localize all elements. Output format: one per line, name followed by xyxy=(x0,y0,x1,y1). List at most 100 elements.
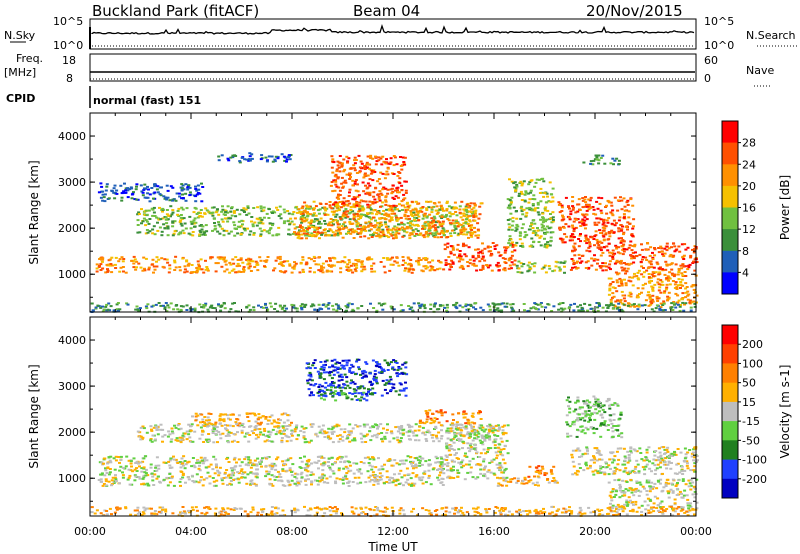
power-cell xyxy=(257,221,261,224)
power-cell xyxy=(366,203,370,206)
velocity-cell xyxy=(479,472,483,475)
power-cell xyxy=(375,309,379,312)
velocity-cell xyxy=(299,473,303,476)
power-cell xyxy=(684,287,688,290)
power-cell xyxy=(527,261,531,264)
velocity-cell xyxy=(440,457,444,460)
power-cell xyxy=(276,310,279,313)
power-cell xyxy=(516,225,520,228)
velocity-cell xyxy=(347,480,351,483)
power-cell xyxy=(464,303,468,306)
power-cell xyxy=(692,251,696,254)
power-cell xyxy=(659,245,663,248)
power-cell xyxy=(380,304,383,307)
power-cell xyxy=(646,294,650,297)
velocity-cell xyxy=(265,439,269,442)
velocity-cell xyxy=(499,464,503,467)
power-cell xyxy=(384,187,388,190)
velocity-cell xyxy=(264,475,268,478)
velocity-cell xyxy=(385,481,389,483)
power-cell xyxy=(271,212,274,214)
power-cell xyxy=(395,256,399,259)
power-cell xyxy=(419,259,423,261)
power-cell xyxy=(676,273,680,276)
velocity-cell xyxy=(217,431,221,433)
power-cell xyxy=(506,246,510,249)
velocity-cell xyxy=(246,473,250,476)
velocity-cell xyxy=(420,478,424,481)
power-cell xyxy=(680,272,684,275)
velocity-cell xyxy=(364,481,368,484)
power-cell xyxy=(344,216,348,219)
power-cell xyxy=(474,264,478,267)
power-cell xyxy=(655,304,659,307)
power-cell xyxy=(349,232,353,235)
power-cell xyxy=(481,266,485,269)
power-cell xyxy=(539,187,543,190)
power-cell xyxy=(424,232,428,235)
velocity-cell xyxy=(347,430,351,433)
power-cell xyxy=(424,221,428,224)
power-cell xyxy=(229,308,233,311)
power-cell xyxy=(312,200,316,203)
power-cell xyxy=(467,215,471,218)
power-cell xyxy=(623,300,627,303)
power-cell xyxy=(562,262,566,264)
velocity-cell xyxy=(197,467,201,470)
velocity-cell xyxy=(278,473,282,476)
power-cell xyxy=(411,229,415,232)
power-cell xyxy=(101,190,105,193)
power-cell xyxy=(355,264,359,267)
power-cell xyxy=(369,169,373,172)
velocity-cell xyxy=(461,440,465,443)
power-cell xyxy=(609,162,613,165)
velocity-cell xyxy=(365,433,369,436)
power-cell xyxy=(510,254,514,257)
power-cell xyxy=(690,285,694,288)
power-cell xyxy=(543,245,547,247)
power-cell xyxy=(515,217,519,220)
velocity-cell xyxy=(493,444,497,447)
velocity-cell xyxy=(439,471,442,474)
power-cell xyxy=(121,260,125,263)
power-cell xyxy=(326,303,330,306)
power-cell xyxy=(542,180,546,183)
velocity-cell xyxy=(152,426,156,429)
power-cell xyxy=(211,214,215,217)
power-cell xyxy=(353,169,357,172)
velocity-cell xyxy=(102,462,105,465)
velocity-cell xyxy=(386,459,390,462)
power-cell xyxy=(245,306,249,309)
velocity-cell xyxy=(516,477,520,480)
power-cell xyxy=(344,225,347,228)
velocity-cell xyxy=(457,471,461,474)
velocity-cell xyxy=(452,469,455,472)
power-cell xyxy=(398,182,402,185)
power-cell xyxy=(528,268,532,271)
power-cell xyxy=(124,271,128,274)
power-cell xyxy=(102,308,106,311)
power-cell xyxy=(587,198,591,201)
power-cell xyxy=(396,196,400,199)
velocity-cell xyxy=(442,467,445,470)
power-cell xyxy=(154,303,158,306)
power-cell xyxy=(430,208,434,211)
power-cell xyxy=(282,155,286,158)
power-cell xyxy=(586,238,590,241)
power-cell xyxy=(365,215,369,218)
velocity-cell xyxy=(445,445,449,448)
velocity-cell xyxy=(469,435,472,438)
power-cell xyxy=(393,206,397,209)
power-cell xyxy=(616,299,620,302)
power-cell xyxy=(208,212,212,215)
power-cell xyxy=(210,304,214,307)
power-cell xyxy=(95,267,99,270)
power-cell xyxy=(287,212,291,215)
velocity-cell xyxy=(486,470,490,473)
power-cell xyxy=(627,246,631,249)
power-cell xyxy=(306,206,310,209)
power-cell xyxy=(198,229,202,232)
power-cell xyxy=(676,303,680,306)
velocity-cell xyxy=(397,463,401,466)
velocity-cell xyxy=(492,472,496,475)
